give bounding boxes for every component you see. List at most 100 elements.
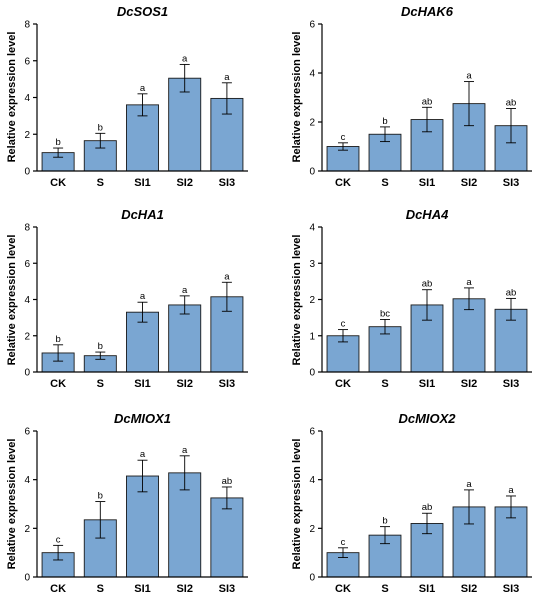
x-tick-label: SI1: [134, 378, 151, 390]
error-bar: [221, 82, 232, 115]
y-tick-label: 6: [24, 56, 30, 67]
chart-title: DcHA1: [121, 207, 164, 222]
y-tick-label: 2: [24, 331, 30, 342]
y-tick-label: 2: [309, 295, 315, 306]
bar-SI3: [210, 497, 244, 578]
y-axis-label: Relative expression level: [291, 235, 303, 366]
error-bar: [338, 329, 348, 343]
x-tick-label: SI2: [176, 378, 193, 390]
chart-title: DcMIOX1: [114, 411, 171, 426]
y-tick-label: 4: [309, 223, 315, 234]
error-bar: [464, 489, 474, 525]
x-tick-label: S: [381, 177, 388, 189]
chart-panel-DcHAK6: DcHAK6 Relative expression level 0 2 4 6 c CK b S…: [291, 4, 532, 189]
error-bar: [338, 142, 348, 151]
x-tick-label: S: [381, 378, 388, 390]
significance-letter: b: [55, 334, 60, 345]
error-bar: [137, 301, 148, 323]
y-tick-label: 0: [309, 167, 315, 178]
chart-title: DcSOS1: [117, 4, 168, 19]
chart-panel-DcMIOX2: DcMIOX2 Relative expression level 0 2 4 6 c CK b…: [291, 411, 532, 595]
significance-letter: bc: [380, 308, 390, 319]
y-tick-label: 4: [24, 475, 30, 486]
significance-letter: a: [466, 277, 472, 288]
significance-letter: a: [182, 445, 188, 456]
error-bar: [380, 126, 390, 143]
error-bar: [464, 287, 474, 311]
significance-letter: ab: [506, 98, 517, 109]
significance-letter: a: [224, 271, 230, 282]
bar-SI2: [168, 304, 202, 373]
error-bar: [137, 93, 148, 117]
significance-letter: a: [182, 285, 188, 296]
error-bar: [464, 81, 474, 127]
y-tick-label: 2: [24, 524, 30, 535]
error-bar: [221, 281, 232, 312]
error-bar: [53, 147, 64, 158]
x-tick-label: CK: [50, 177, 66, 189]
x-tick-label: S: [381, 583, 388, 595]
x-tick-label: SI2: [176, 177, 193, 189]
significance-letter: a: [182, 53, 188, 64]
bar-SI3: [210, 97, 244, 172]
x-tick-label: CK: [50, 378, 66, 390]
x-tick-label: S: [97, 378, 104, 390]
y-axis-label: Relative expression level: [6, 32, 18, 163]
chart-title: DcMIOX2: [398, 411, 456, 426]
error-bar: [422, 106, 432, 133]
significance-letter: a: [140, 291, 146, 302]
y-tick-label: 1: [309, 331, 315, 342]
y-axis-label: Relative expression level: [6, 439, 18, 570]
bar-SI2: [168, 77, 202, 172]
bar-SI1: [126, 475, 159, 578]
y-tick-label: 6: [24, 259, 30, 270]
error-bar: [95, 501, 106, 539]
x-tick-label: S: [97, 177, 104, 189]
x-tick-label: SI2: [461, 177, 478, 189]
y-tick-label: 0: [309, 573, 315, 584]
x-tick-label: SI1: [419, 177, 436, 189]
significance-letter: b: [98, 341, 103, 352]
x-tick-label: SI3: [219, 583, 236, 595]
error-bar: [179, 63, 190, 93]
significance-letter: a: [224, 72, 230, 83]
error-bar: [422, 289, 432, 321]
y-tick-label: 0: [24, 167, 30, 178]
y-tick-label: 4: [309, 475, 315, 486]
significance-letter: ab: [222, 476, 233, 487]
error-bar: [221, 486, 232, 510]
error-bar: [95, 351, 106, 360]
y-tick-label: 8: [24, 223, 30, 234]
significance-letter: b: [98, 491, 103, 502]
significance-letter: b: [55, 137, 60, 148]
significance-letter: c: [341, 132, 346, 143]
x-tick-label: CK: [335, 177, 351, 189]
y-tick-label: 6: [24, 427, 30, 438]
significance-letter: a: [140, 449, 146, 460]
significance-letter: ab: [422, 279, 433, 290]
x-tick-label: SI1: [419, 583, 436, 595]
chart-title: DcHA4: [406, 207, 449, 222]
significance-letter: ab: [422, 96, 433, 107]
significance-letter: a: [508, 485, 514, 496]
y-tick-label: 0: [24, 573, 30, 584]
error-bar: [179, 455, 190, 491]
chart-panel-DcHA4: DcHA4 Relative expression level 0 1 2 3 4 c CK bc…: [291, 207, 532, 390]
significance-letter: b: [382, 516, 387, 527]
significance-letter: b: [98, 122, 103, 133]
x-tick-label: SI3: [219, 378, 236, 390]
error-bar: [137, 459, 148, 493]
significance-letter: a: [140, 83, 146, 94]
chart-panel-DcSOS1: DcSOS1 Relative expression level 0 2 4 6 8 b CK b…: [6, 4, 248, 189]
y-tick-label: 0: [309, 368, 315, 379]
chart-title: DcHAK6: [401, 4, 454, 19]
y-tick-label: 0: [24, 368, 30, 379]
significance-letter: c: [56, 534, 61, 545]
error-bar: [506, 297, 516, 321]
error-bar: [422, 512, 432, 535]
error-bar: [53, 344, 64, 362]
y-tick-label: 4: [309, 69, 315, 80]
x-tick-label: SI2: [461, 378, 478, 390]
y-axis-label: Relative expression level: [291, 439, 303, 570]
